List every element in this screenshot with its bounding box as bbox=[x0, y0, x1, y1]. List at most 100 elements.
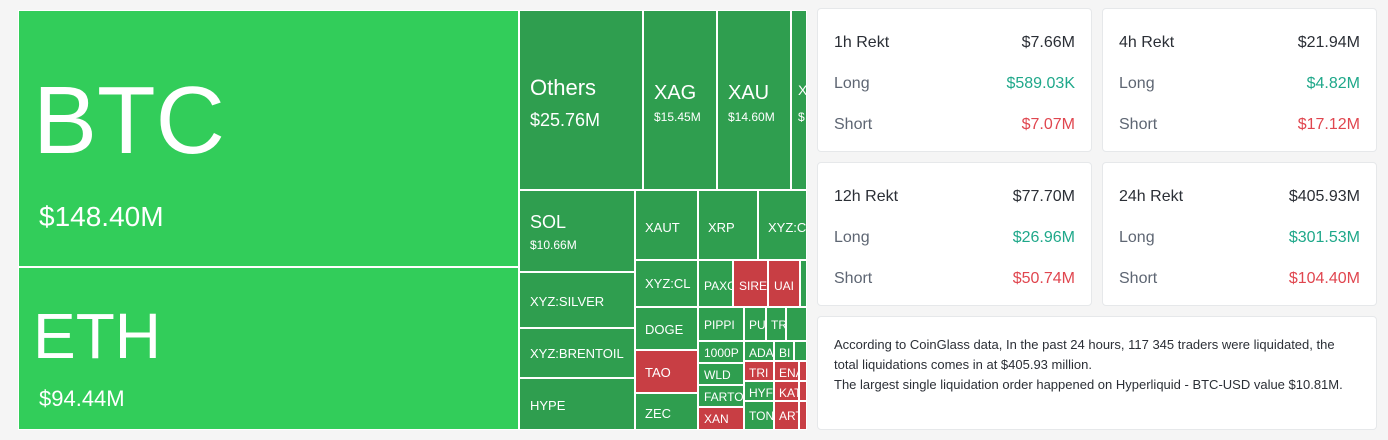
long-value: $589.03K bbox=[1006, 75, 1075, 92]
treemap-tile[interactable]: XYZ:BRENTOIL bbox=[519, 328, 635, 378]
long-value: $301.53M bbox=[1288, 229, 1360, 246]
tile-symbol: SIRE bbox=[739, 279, 768, 293]
tile-symbol: BI bbox=[779, 346, 791, 360]
treemap-tile[interactable]: XAUT bbox=[635, 190, 698, 260]
treemap-tile[interactable]: TR bbox=[766, 307, 786, 341]
stat-row-long: Long $589.03K bbox=[834, 74, 1075, 94]
short-value: $7.07M bbox=[1021, 116, 1075, 133]
treemap-tile[interactable]: SOL $10.66M bbox=[519, 190, 635, 272]
stat-title: 24h Rekt bbox=[1119, 188, 1184, 205]
stat-row-short: Short $104.40M bbox=[1119, 269, 1360, 289]
treemap-tile[interactable]: ZEC bbox=[635, 393, 698, 430]
treemap-tile[interactable] bbox=[800, 260, 807, 307]
treemap-tile[interactable] bbox=[799, 381, 807, 401]
treemap-tile[interactable]: PAXG bbox=[698, 260, 733, 307]
tile-symbol: XAUT bbox=[645, 220, 680, 235]
treemap-tile[interactable]: Others $25.76M bbox=[519, 10, 643, 190]
long-label: Long bbox=[834, 229, 870, 246]
treemap-tile[interactable] bbox=[786, 307, 807, 341]
tile-value: $15.45M bbox=[654, 110, 701, 124]
tile-symbol: X bbox=[798, 82, 807, 98]
tile-symbol: XAN bbox=[704, 412, 729, 426]
treemap-tile[interactable]: BTC $148.40M bbox=[18, 10, 519, 267]
tile-symbol: TRI bbox=[749, 366, 769, 380]
treemap-tile[interactable]: XYZ:CO bbox=[758, 190, 807, 260]
treemap-tile[interactable]: ART bbox=[774, 401, 799, 430]
tile-symbol: SOL bbox=[530, 212, 567, 232]
tile-symbol: ENA bbox=[779, 366, 798, 380]
treemap-tile[interactable]: ETH $94.44M bbox=[18, 267, 519, 430]
treemap-tile[interactable]: ENA bbox=[774, 361, 799, 381]
long-label: Long bbox=[834, 75, 870, 92]
tile-symbol: XYZ:SILVER bbox=[530, 294, 605, 309]
tile-symbol: XYZ:CL bbox=[645, 276, 691, 291]
tile-symbol: BTC bbox=[33, 67, 225, 174]
treemap-tile[interactable]: XAG $15.45M bbox=[643, 10, 717, 190]
long-label: Long bbox=[1119, 75, 1155, 92]
treemap-tile[interactable]: SIRE bbox=[733, 260, 768, 307]
stat-row-short: Short $7.07M bbox=[834, 115, 1075, 135]
stat-total: $77.70M bbox=[1012, 188, 1075, 205]
treemap-tile[interactable]: BI bbox=[774, 341, 794, 361]
stat-title: 4h Rekt bbox=[1119, 34, 1175, 51]
long-value: $26.96M bbox=[1012, 229, 1075, 246]
stat-row-total: 12h Rekt $77.70M bbox=[834, 187, 1075, 207]
treemap-tile[interactable]: FARTO bbox=[698, 385, 744, 407]
treemap-tile[interactable]: WLD bbox=[698, 363, 744, 385]
stat-row-long: Long $26.96M bbox=[834, 228, 1075, 248]
tile-symbol: KAT bbox=[779, 386, 798, 400]
stat-row-total: 1h Rekt $7.66M bbox=[834, 33, 1075, 53]
short-value: $104.40M bbox=[1288, 270, 1360, 287]
tile-symbol: ADA bbox=[749, 346, 774, 360]
treemap-tile[interactable]: ADA bbox=[744, 341, 774, 361]
stat-card-24h: 24h Rekt $405.93M Long $301.53M Short $1… bbox=[1102, 162, 1377, 306]
stat-total: $21.94M bbox=[1297, 34, 1360, 51]
tile-symbol: PIPPI bbox=[704, 318, 735, 332]
treemap-tile[interactable]: HYF bbox=[744, 381, 774, 401]
treemap-tile[interactable] bbox=[794, 341, 807, 361]
tile-symbol: ZEC bbox=[645, 406, 671, 421]
treemap-tile[interactable]: PIPPI bbox=[698, 307, 744, 341]
liquidation-heatmap: BTC $148.40M ETH $94.44M Others $25.76M XAG $15… bbox=[18, 10, 807, 430]
treemap-tile[interactable]: UAI bbox=[768, 260, 800, 307]
stat-row-short: Short $17.12M bbox=[1119, 115, 1360, 135]
stat-total: $7.66M bbox=[1021, 34, 1075, 51]
tile-symbol: 1000P bbox=[704, 346, 739, 360]
treemap-tile[interactable]: XAU $14.60M bbox=[717, 10, 791, 190]
treemap-tile[interactable]: XAN bbox=[698, 407, 744, 430]
stat-card-1h: 1h Rekt $7.66M Long $589.03K Short $7.07… bbox=[817, 8, 1092, 152]
long-label: Long bbox=[1119, 229, 1155, 246]
treemap-tile[interactable]: XYZ:CL bbox=[635, 260, 698, 307]
liquidation-summary-card: According to CoinGlass data, In the past… bbox=[817, 316, 1377, 430]
treemap-tile[interactable] bbox=[799, 401, 807, 430]
treemap-tile[interactable]: PU bbox=[744, 307, 766, 341]
tile-symbol: HYF bbox=[749, 386, 773, 400]
short-label: Short bbox=[834, 270, 873, 287]
treemap-tile[interactable]: TON bbox=[744, 401, 774, 430]
long-value: $4.82M bbox=[1306, 75, 1360, 92]
treemap-tile[interactable]: DOGE bbox=[635, 307, 698, 350]
stat-row-total: 24h Rekt $405.93M bbox=[1119, 187, 1360, 207]
stat-row-total: 4h Rekt $21.94M bbox=[1119, 33, 1360, 53]
short-label: Short bbox=[1119, 116, 1158, 133]
treemap-tile[interactable]: KAT bbox=[774, 381, 799, 401]
treemap-tile[interactable]: XRP bbox=[698, 190, 758, 260]
treemap-tile[interactable] bbox=[799, 361, 807, 381]
treemap-tile[interactable]: X $ bbox=[791, 10, 807, 190]
tile-symbol: Others bbox=[530, 75, 597, 100]
tile-value: $94.44M bbox=[39, 386, 125, 411]
tile-symbol: XAG bbox=[654, 82, 697, 104]
stat-total: $405.93M bbox=[1288, 188, 1360, 205]
stat-title: 1h Rekt bbox=[834, 34, 890, 51]
short-value: $17.12M bbox=[1297, 116, 1360, 133]
treemap-tile[interactable]: TRI bbox=[744, 361, 774, 381]
tile-symbol: TAO bbox=[645, 365, 671, 380]
treemap-tile[interactable]: XYZ:SILVER bbox=[519, 272, 635, 328]
tile-symbol: ART bbox=[779, 409, 798, 423]
treemap-tile[interactable]: HYPE bbox=[519, 378, 635, 430]
tile-value: $25.76M bbox=[530, 110, 601, 130]
tile-symbol: XRP bbox=[708, 220, 735, 235]
treemap-tile[interactable]: TAO bbox=[635, 350, 698, 393]
treemap-tile[interactable]: 1000P bbox=[698, 341, 744, 363]
stat-row-short: Short $50.74M bbox=[834, 269, 1075, 289]
